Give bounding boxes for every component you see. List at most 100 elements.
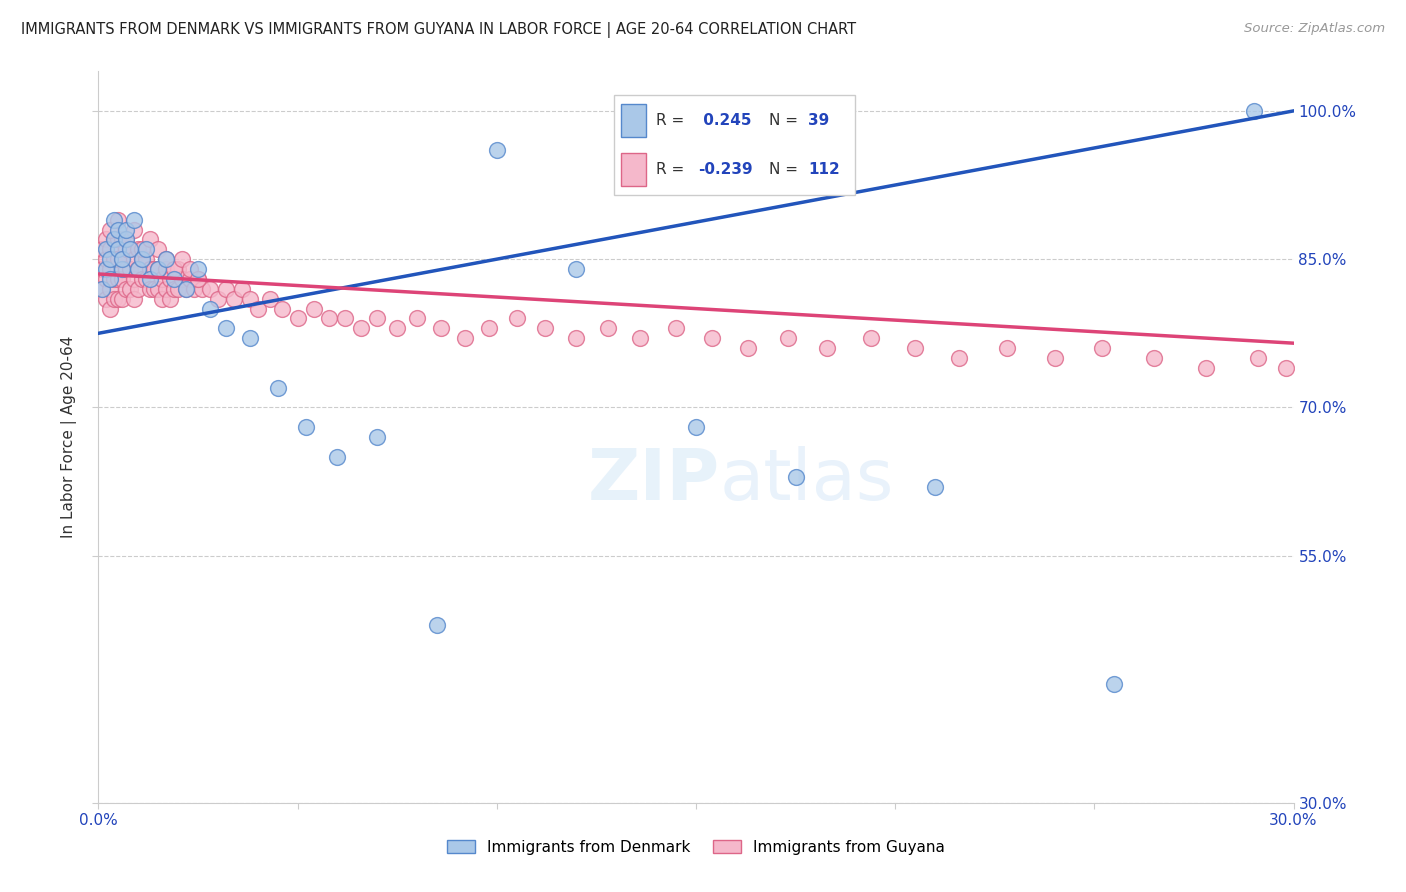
- Point: [107, 212, 129, 227]
- Point: [103, 232, 125, 246]
- Point: [318, 311, 340, 326]
- Point: [103, 232, 125, 246]
- Point: [150, 292, 173, 306]
- Point: [91, 282, 114, 296]
- Point: [187, 262, 209, 277]
- Point: [143, 262, 166, 277]
- Point: [150, 272, 173, 286]
- Point: [163, 282, 186, 296]
- Point: [1274, 360, 1296, 375]
- Point: [485, 144, 508, 158]
- Point: [96, 242, 118, 256]
- Point: [124, 212, 146, 227]
- FancyBboxPatch shape: [621, 153, 647, 186]
- Point: [107, 272, 129, 286]
- Point: [91, 262, 114, 277]
- Point: [430, 321, 453, 335]
- Point: [107, 292, 129, 306]
- Point: [124, 252, 146, 267]
- Text: atlas: atlas: [720, 447, 894, 516]
- Point: [98, 252, 122, 267]
- Point: [159, 272, 181, 286]
- Point: [628, 331, 651, 345]
- Point: [131, 272, 153, 286]
- Point: [120, 242, 142, 256]
- Point: [91, 282, 114, 296]
- Point: [155, 252, 177, 267]
- Point: [1104, 677, 1126, 691]
- Text: R =: R =: [655, 112, 689, 128]
- Point: [98, 262, 122, 277]
- Point: [995, 341, 1018, 355]
- Point: [115, 282, 138, 296]
- Point: [96, 292, 118, 306]
- Point: [103, 272, 125, 286]
- Point: [335, 311, 357, 326]
- Text: -0.239: -0.239: [697, 162, 752, 178]
- Point: [148, 242, 170, 256]
- Point: [115, 232, 138, 246]
- Point: [131, 252, 153, 267]
- Point: [111, 252, 134, 267]
- Point: [1143, 351, 1166, 365]
- Point: [127, 262, 149, 277]
- Point: [98, 282, 122, 296]
- Point: [191, 282, 214, 296]
- Point: [103, 212, 125, 227]
- Text: ZIP: ZIP: [588, 447, 720, 516]
- Point: [124, 222, 146, 236]
- Point: [174, 282, 197, 296]
- Point: [139, 262, 162, 277]
- Point: [155, 282, 177, 296]
- Point: [426, 618, 449, 632]
- Text: 0.245: 0.245: [697, 112, 751, 128]
- Point: [115, 262, 138, 277]
- Point: [107, 222, 129, 236]
- Point: [120, 262, 142, 277]
- Point: [163, 272, 186, 286]
- Point: [198, 282, 221, 296]
- Point: [685, 420, 707, 434]
- Point: [565, 262, 588, 277]
- Point: [98, 242, 122, 256]
- Point: [124, 292, 146, 306]
- Point: [860, 331, 883, 345]
- Point: [155, 262, 177, 277]
- Point: [183, 282, 205, 296]
- Point: [115, 242, 138, 256]
- Point: [107, 252, 129, 267]
- Point: [98, 222, 122, 236]
- Point: [143, 282, 166, 296]
- Point: [98, 272, 122, 286]
- Point: [533, 321, 555, 335]
- Point: [139, 272, 162, 286]
- Point: [1091, 341, 1114, 355]
- Text: N =: N =: [769, 162, 803, 178]
- Point: [326, 450, 349, 464]
- Point: [924, 479, 946, 493]
- Point: [107, 242, 129, 256]
- Point: [598, 321, 620, 335]
- Point: [246, 301, 269, 316]
- Point: [785, 469, 807, 483]
- Point: [215, 282, 238, 296]
- Point: [1247, 351, 1270, 365]
- Point: [385, 321, 409, 335]
- Point: [239, 331, 262, 345]
- Point: [259, 292, 281, 306]
- Point: [159, 292, 181, 306]
- Point: [187, 272, 209, 286]
- Point: [187, 272, 209, 286]
- Point: [565, 331, 588, 345]
- Point: [111, 252, 134, 267]
- Point: [239, 292, 262, 306]
- Point: [131, 242, 153, 256]
- Point: [198, 301, 221, 316]
- Point: [454, 331, 477, 345]
- Point: [948, 351, 970, 365]
- Point: [350, 321, 373, 335]
- Text: 39: 39: [808, 112, 830, 128]
- Point: [287, 311, 309, 326]
- Point: [231, 282, 253, 296]
- Point: [163, 262, 186, 277]
